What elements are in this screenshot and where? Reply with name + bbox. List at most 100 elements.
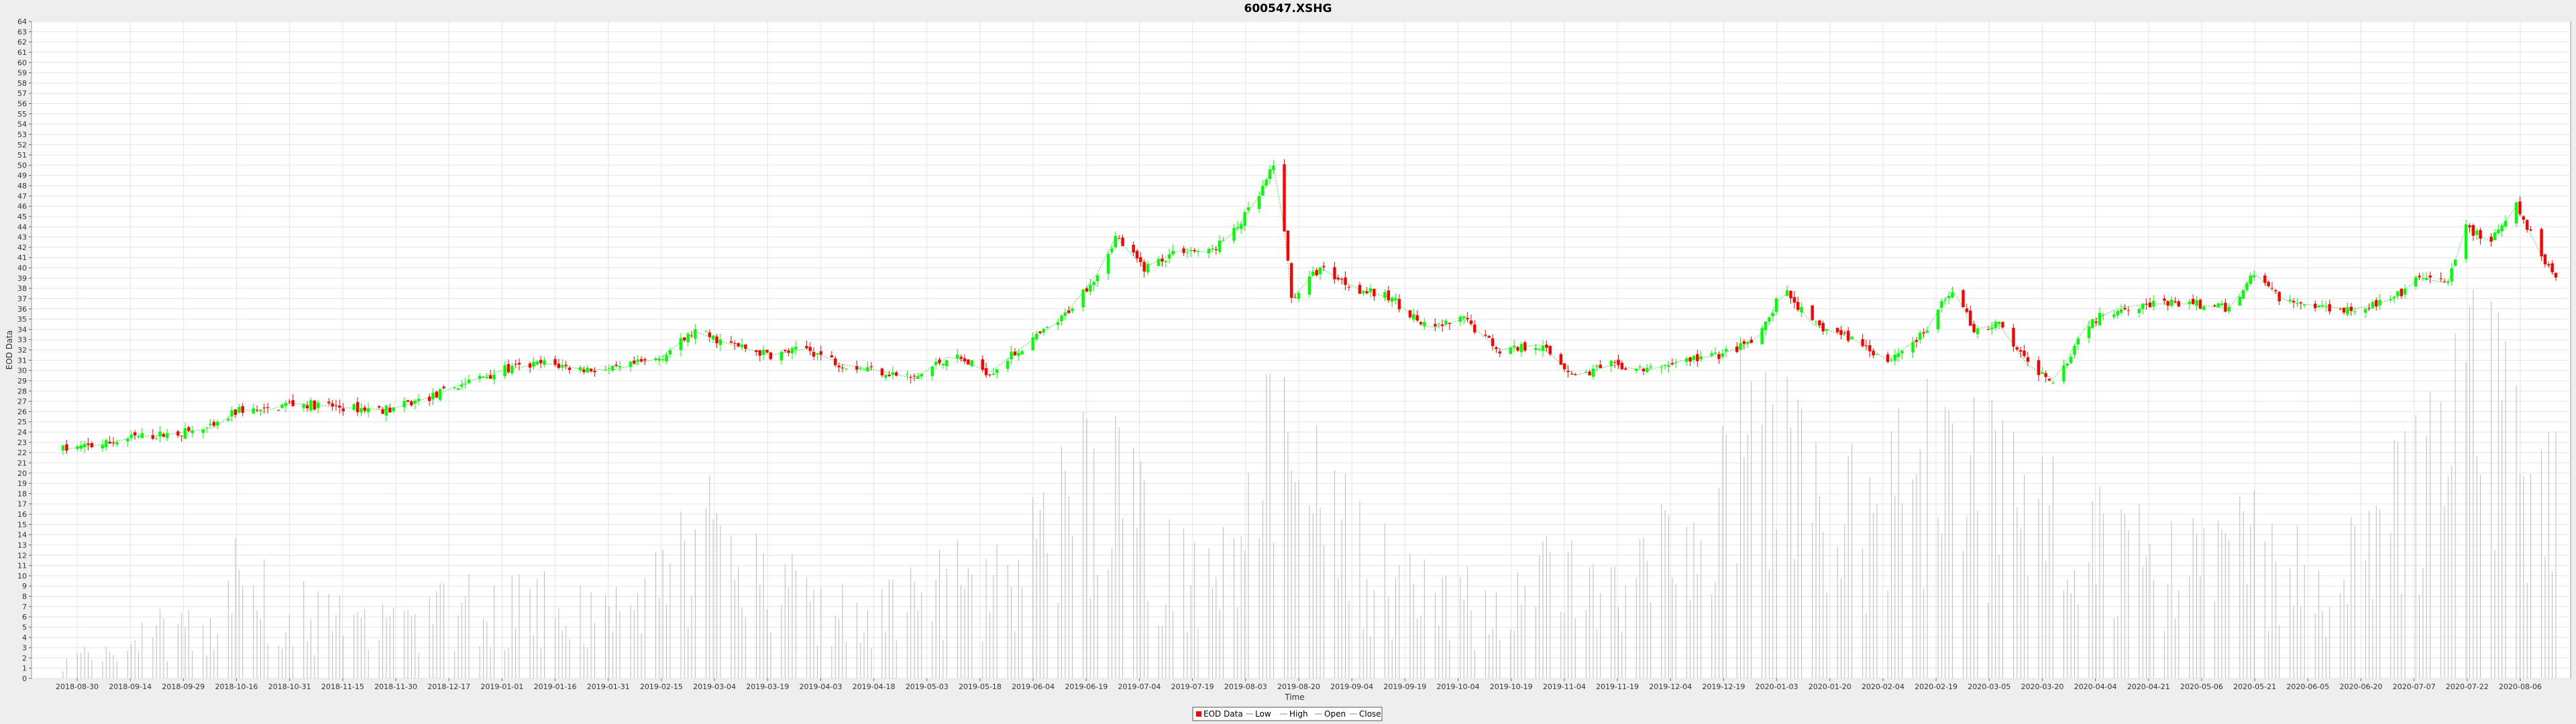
x-tick-label: 2019-10-19 bbox=[1490, 682, 1533, 691]
candle-body bbox=[2540, 229, 2543, 257]
candle-body bbox=[1487, 336, 1491, 338]
candle-body bbox=[1283, 164, 1286, 232]
candle-body bbox=[1595, 365, 1599, 367]
candle-body bbox=[280, 404, 284, 408]
candle-body bbox=[1034, 333, 1038, 340]
candle-body bbox=[1890, 359, 1893, 361]
candle-body bbox=[1434, 324, 1437, 326]
candle-body bbox=[87, 443, 90, 445]
candle-body bbox=[2253, 276, 2256, 278]
candle-body bbox=[227, 418, 230, 421]
x-tick-label: 2019-04-03 bbox=[799, 682, 842, 691]
candle-body bbox=[784, 349, 787, 351]
y-tick-label: 20 bbox=[17, 469, 27, 478]
y-tick-label: 2 bbox=[22, 654, 27, 662]
candle-body bbox=[967, 359, 970, 365]
candle-body bbox=[216, 422, 219, 426]
x-tick-label: 2018-10-16 bbox=[215, 682, 258, 691]
candle-body bbox=[891, 372, 895, 375]
x-tick-label: 2020-07-07 bbox=[2393, 682, 2436, 691]
candle-body bbox=[2044, 373, 2047, 377]
candle-body bbox=[488, 375, 492, 379]
candle-body bbox=[561, 365, 564, 368]
candle-body bbox=[1095, 275, 1099, 282]
legend-item-low: Low bbox=[1255, 709, 1271, 719]
candle-body bbox=[2163, 298, 2166, 301]
y-tick-label: 0 bbox=[22, 674, 27, 683]
candle-body bbox=[503, 365, 506, 377]
candle-body bbox=[2439, 278, 2443, 280]
candle-body bbox=[1293, 297, 1297, 298]
x-tick-label: 2019-06-04 bbox=[1012, 682, 1055, 691]
y-tick-label: 62 bbox=[17, 38, 27, 47]
candle-body bbox=[79, 445, 83, 449]
y-tick-label: 39 bbox=[17, 274, 27, 283]
candle-body bbox=[1951, 292, 1954, 298]
candle-body bbox=[668, 350, 672, 355]
candle-body bbox=[765, 349, 769, 353]
candle-body bbox=[981, 359, 984, 370]
candle-body bbox=[101, 444, 105, 448]
candle-body bbox=[1900, 351, 1904, 354]
candle-body bbox=[305, 405, 309, 409]
candle-body bbox=[769, 352, 773, 359]
candle-body bbox=[1919, 333, 1922, 340]
candle-body bbox=[2392, 296, 2396, 298]
candle-body bbox=[1142, 261, 1146, 272]
x-tick-label: 2019-05-18 bbox=[959, 682, 1002, 691]
candle-body bbox=[302, 404, 305, 408]
candle-body bbox=[1742, 341, 1746, 344]
candle-body bbox=[2001, 322, 2004, 328]
x-tick-label: 2020-06-20 bbox=[2340, 682, 2383, 691]
candle-body bbox=[2421, 278, 2425, 280]
candle-body bbox=[1588, 371, 1591, 376]
candle-body bbox=[2216, 303, 2220, 308]
x-tick-label: 2019-10-04 bbox=[1437, 682, 1480, 691]
candle-body bbox=[2288, 300, 2292, 302]
candle-body bbox=[1473, 324, 1477, 333]
y-tick-label: 9 bbox=[22, 582, 27, 591]
candle-body bbox=[291, 400, 294, 406]
candle-body bbox=[2493, 232, 2497, 241]
candle-body bbox=[1696, 354, 1699, 361]
candle-body bbox=[166, 433, 169, 438]
candle-body bbox=[614, 365, 618, 366]
candle-body bbox=[2094, 321, 2098, 323]
candle-body bbox=[1915, 340, 1919, 342]
candle-body bbox=[665, 355, 668, 362]
candle-body bbox=[1272, 166, 1275, 170]
x-tick-label: 2019-08-20 bbox=[1277, 682, 1320, 691]
candle-body bbox=[108, 441, 111, 444]
x-tick-label: 2019-09-19 bbox=[1383, 682, 1426, 691]
candle-body bbox=[360, 408, 363, 413]
candle-body bbox=[129, 434, 133, 438]
candle-body bbox=[1063, 312, 1067, 316]
candle-body bbox=[517, 363, 521, 365]
candle-body bbox=[1307, 276, 1311, 295]
candle-body bbox=[2224, 302, 2227, 312]
candle-body bbox=[2023, 350, 2026, 357]
candle-body bbox=[1031, 337, 1034, 351]
candle-body bbox=[1189, 249, 1193, 251]
candle-body bbox=[2123, 308, 2127, 310]
y-tick-label: 4 bbox=[22, 634, 27, 642]
candle-body bbox=[1415, 315, 1419, 320]
candle-body bbox=[1994, 321, 1997, 328]
legend-item-eod: EOD Data bbox=[1203, 709, 1243, 719]
candle-body bbox=[1821, 322, 1825, 332]
candle-body bbox=[866, 367, 869, 372]
candle-body bbox=[1347, 286, 1351, 288]
candle-body bbox=[1750, 339, 1753, 343]
candle-body bbox=[1146, 263, 1150, 273]
y-axis-ticks: 0123456789101112131415161718192021222324… bbox=[17, 17, 32, 683]
y-tick-label: 32 bbox=[17, 346, 27, 355]
candle-body bbox=[633, 360, 636, 364]
candle-body bbox=[313, 400, 317, 410]
candle-body bbox=[2554, 272, 2558, 278]
candle-body bbox=[718, 339, 722, 345]
candle-body bbox=[2299, 302, 2303, 304]
candle-body bbox=[611, 365, 614, 371]
candle-body bbox=[2267, 282, 2270, 287]
candle-body bbox=[1538, 349, 1541, 351]
candle-body bbox=[2500, 225, 2504, 232]
